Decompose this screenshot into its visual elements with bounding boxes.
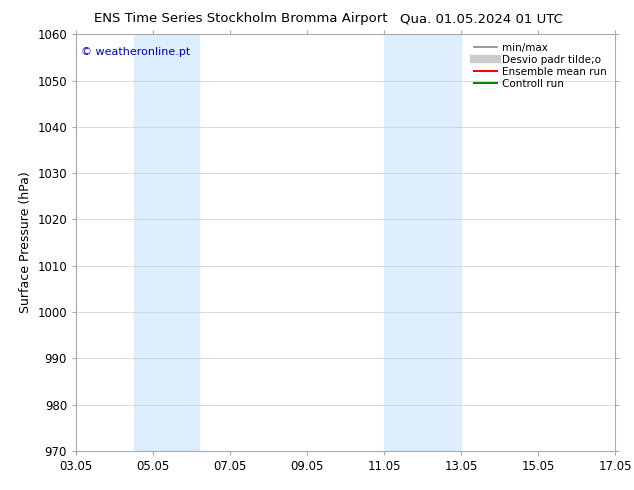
Text: ENS Time Series Stockholm Bromma Airport: ENS Time Series Stockholm Bromma Airport [94, 12, 387, 25]
Bar [384, 34, 461, 451]
Bar [134, 34, 199, 451]
Y-axis label: Surface Pressure (hPa): Surface Pressure (hPa) [19, 172, 32, 314]
Legend: min/max, Desvio padr tilde;o, Ensemble mean run, Controll run: min/max, Desvio padr tilde;o, Ensemble m… [470, 40, 610, 92]
Text: © weatheronline.pt: © weatheronline.pt [81, 47, 191, 57]
Text: Qua. 01.05.2024 01 UTC: Qua. 01.05.2024 01 UTC [401, 12, 563, 25]
